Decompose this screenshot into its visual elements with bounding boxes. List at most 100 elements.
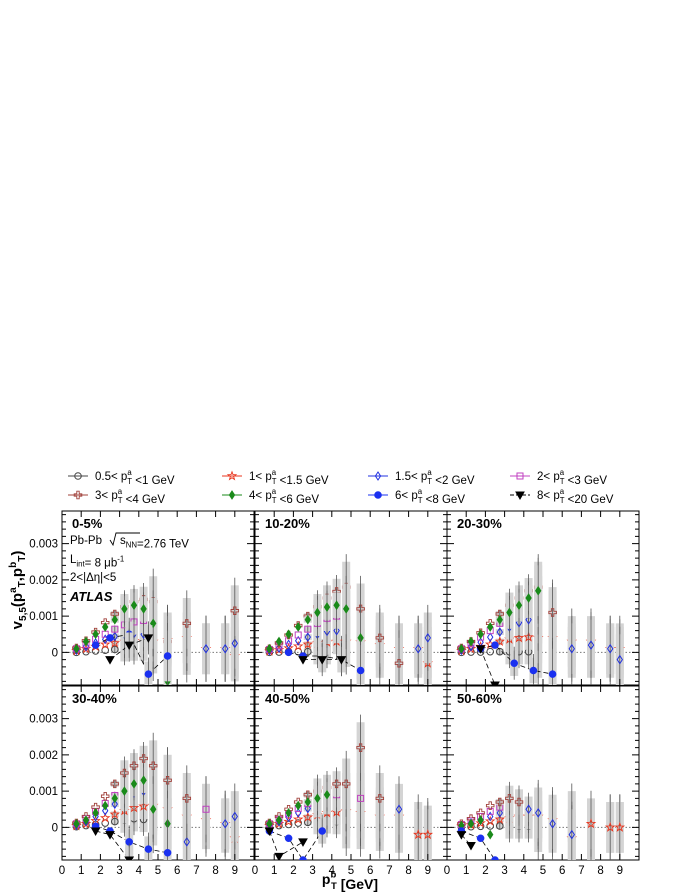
data-point <box>303 790 313 799</box>
data-point <box>529 666 538 675</box>
y-tick-label: 0.003 <box>29 714 58 726</box>
data-point <box>585 818 597 829</box>
data-point <box>73 643 80 654</box>
data-point <box>182 794 192 803</box>
data-point <box>304 614 311 625</box>
data-point <box>283 816 294 827</box>
data-point <box>491 856 499 860</box>
experiment-label: ATLAS <box>69 589 113 604</box>
data-point <box>150 804 157 815</box>
data-point <box>304 625 312 633</box>
x-tick-label: 5 <box>155 865 161 877</box>
data-point <box>525 804 532 815</box>
y-tick-label: 0.003 <box>29 539 58 551</box>
axis-labels: pb T [GeV] v5,5(paT,pbT) <box>8 551 378 892</box>
data-point <box>295 800 302 811</box>
series-line <box>95 830 130 860</box>
panel: 30-40% 0 1 2 3 4 5 6 7 8 9 0 0.001 0.002 0.003 <box>29 685 255 877</box>
legend-label: 4< pa T <6 GeV <box>249 487 319 506</box>
x-tick-label: 0 <box>59 865 65 877</box>
data-point <box>614 821 626 832</box>
data-point <box>292 640 304 651</box>
legend-marker <box>516 472 524 480</box>
data-point <box>299 856 307 860</box>
legend-label: 8< pa T <20 GeV <box>537 487 614 506</box>
data-point <box>109 808 121 819</box>
data-point <box>523 631 534 642</box>
data-point <box>341 779 351 789</box>
data-point <box>616 654 623 665</box>
y-tick-label: 0.002 <box>29 575 58 587</box>
data-point <box>486 647 495 656</box>
data-point <box>275 636 283 647</box>
data-point <box>284 834 293 843</box>
series <box>476 641 557 685</box>
legend-marker <box>228 490 236 500</box>
data-point <box>304 632 311 643</box>
data-point <box>92 807 99 818</box>
legend-entry: 8< pa T <20 GeV <box>510 487 614 506</box>
x-tick-label: 7 <box>578 865 584 877</box>
data-point <box>495 797 505 807</box>
data-point <box>292 813 304 824</box>
data-point <box>302 811 314 822</box>
x-tick-label: 4 <box>521 865 528 877</box>
series-line <box>269 830 323 860</box>
data-point <box>424 632 431 643</box>
series-line <box>480 648 496 685</box>
legend-label: 0.5< pa T <1 GeV <box>95 468 175 487</box>
x-tick-label: 7 <box>193 865 199 877</box>
legend-label: 3< pa T <4 GeV <box>95 487 165 506</box>
panel: 10-20% <box>254 510 448 686</box>
x-tick-label: 1 <box>463 865 469 877</box>
data-point <box>484 815 496 826</box>
data-point <box>274 852 284 860</box>
legend-label: 1< pa T <1.5 GeV <box>249 468 329 487</box>
data-point <box>415 643 422 654</box>
centrality-label: 40-50% <box>265 691 310 706</box>
data-point <box>304 797 311 807</box>
legend-entry: 3< pa T <4 GeV <box>68 487 165 506</box>
data-point <box>144 845 153 853</box>
centrality-label: 20-30% <box>457 516 502 531</box>
data-point <box>487 829 494 840</box>
y-axis-label: v5,5(paT,pbT) <box>8 551 29 630</box>
data-point <box>92 629 99 640</box>
panel: 0-5% 0 0.001 0.002 0.003 <box>29 510 255 686</box>
x-tick-label: 5 <box>348 865 354 877</box>
data-point <box>513 632 525 643</box>
data-point <box>332 779 341 789</box>
data-point <box>183 836 190 847</box>
x-axis-label: pb T [GeV] <box>322 870 378 892</box>
data-point <box>121 786 128 797</box>
data-point <box>144 670 153 678</box>
data-point <box>111 817 119 826</box>
panels: 0-5% 0 0.001 0.002 0.003 10-20% 20-30% 30-40% 0 1… <box>29 510 640 877</box>
data-point <box>143 634 154 643</box>
legend-entry: 0.5< pa T <1 GeV <box>68 468 175 487</box>
centrality-label: 50-60% <box>457 691 502 706</box>
data-point <box>110 779 120 789</box>
data-point <box>111 799 118 810</box>
series <box>264 827 308 860</box>
data-point <box>476 834 485 843</box>
data-point <box>285 639 292 650</box>
data-point <box>148 761 158 770</box>
x-tick-label: 4 <box>136 865 143 877</box>
data-point <box>285 807 292 818</box>
data-point <box>304 647 312 656</box>
series <box>298 643 347 677</box>
data-point <box>506 607 513 618</box>
data-point <box>111 614 118 625</box>
x-tick-label: 2 <box>290 865 296 877</box>
data-point <box>317 656 328 665</box>
data-point <box>535 807 542 818</box>
data-point <box>394 659 404 668</box>
data-point <box>357 794 365 802</box>
data-point <box>105 656 115 665</box>
data-point <box>496 627 503 637</box>
legend-marker <box>374 471 382 481</box>
data-point <box>490 681 500 685</box>
data-point <box>467 648 475 656</box>
data-point <box>607 643 614 654</box>
